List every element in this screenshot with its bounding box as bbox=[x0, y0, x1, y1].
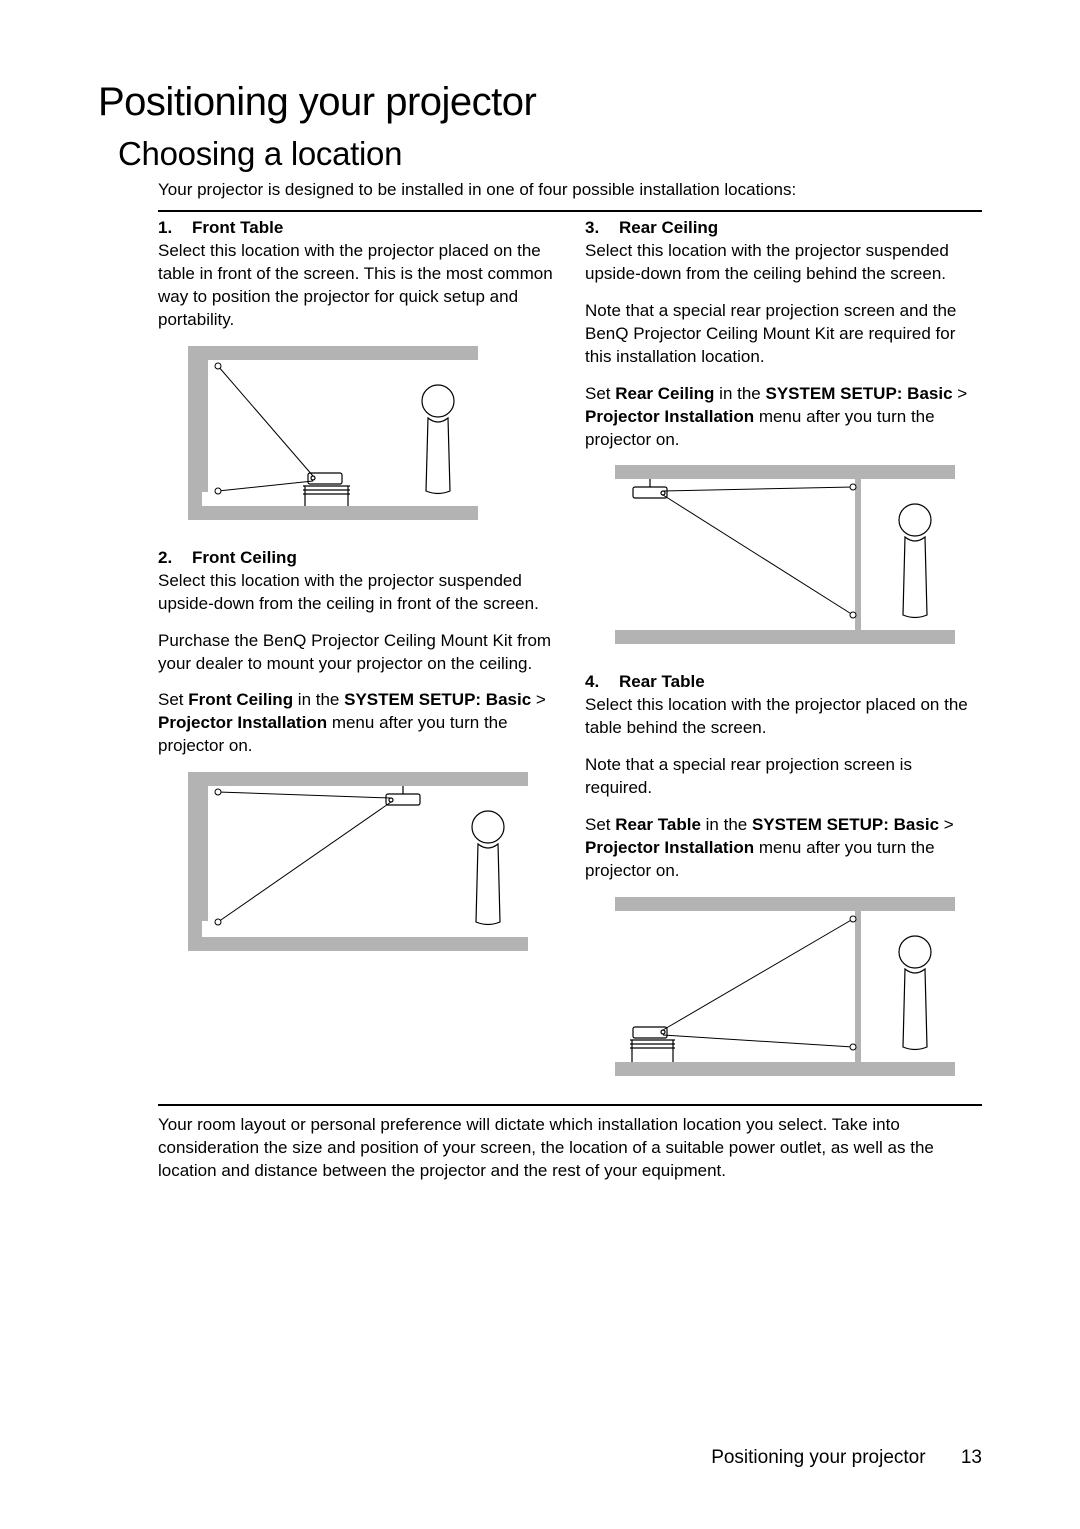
s4-title-text: Rear Table bbox=[619, 672, 705, 691]
s2-p3e: > bbox=[531, 690, 546, 709]
s3-p3f: Projector Installation bbox=[585, 407, 754, 426]
s2-diagram bbox=[188, 772, 555, 957]
column-right: 3.Rear Ceiling Select this location with… bbox=[585, 218, 982, 1104]
s2-p3c: in the bbox=[293, 690, 344, 709]
s4-p2: Note that a special rear projection scre… bbox=[585, 754, 982, 800]
s3-p3d: SYSTEM SETUP: Basic bbox=[766, 384, 953, 403]
s4-diagram bbox=[615, 897, 982, 1082]
s3-p3a: Set bbox=[585, 384, 615, 403]
s3-num: 3. bbox=[585, 218, 619, 238]
s1-num: 1. bbox=[158, 218, 192, 238]
s2-title-text: Front Ceiling bbox=[192, 548, 297, 567]
s1-title: 1.Front Table bbox=[158, 218, 555, 238]
s1-diagram bbox=[188, 346, 555, 526]
s4-p3e: > bbox=[939, 815, 954, 834]
columns: 1.Front Table Select this location with … bbox=[158, 218, 982, 1104]
s4-p3: Set Rear Table in the SYSTEM SETUP: Basi… bbox=[585, 814, 982, 883]
divider-top bbox=[158, 210, 982, 212]
s3-p3b: Rear Ceiling bbox=[615, 384, 714, 403]
s3-title: 3.Rear Ceiling bbox=[585, 218, 982, 238]
s3-p3c: in the bbox=[714, 384, 765, 403]
footer-text: Positioning your projector bbox=[711, 1447, 925, 1468]
s3-p3: Set Rear Ceiling in the SYSTEM SETUP: Ba… bbox=[585, 383, 982, 452]
page-title: Positioning your projector bbox=[98, 80, 982, 125]
column-left: 1.Front Table Select this location with … bbox=[158, 218, 555, 1104]
footer: Positioning your projector 13 bbox=[711, 1447, 982, 1469]
s4-p3f: Projector Installation bbox=[585, 838, 754, 857]
s3-diagram bbox=[615, 465, 982, 650]
page: Positioning your projector Choosing a lo… bbox=[0, 0, 1080, 1529]
s2-p3a: Set bbox=[158, 690, 188, 709]
s2-p1: Select this location with the projector … bbox=[158, 570, 555, 616]
s4-num: 4. bbox=[585, 672, 619, 692]
section-heading: Choosing a location bbox=[118, 135, 982, 173]
s2-p3f: Projector Installation bbox=[158, 713, 327, 732]
s3-p1: Select this location with the projector … bbox=[585, 240, 982, 286]
s2-num: 2. bbox=[158, 548, 192, 568]
s2-p3: Set Front Ceiling in the SYSTEM SETUP: B… bbox=[158, 689, 555, 758]
closing-text: Your room layout or personal preference … bbox=[158, 1114, 982, 1183]
s4-title: 4.Rear Table bbox=[585, 672, 982, 692]
s2-title: 2.Front Ceiling bbox=[158, 548, 555, 568]
s2-p3d: SYSTEM SETUP: Basic bbox=[344, 690, 531, 709]
s1-title-text: Front Table bbox=[192, 218, 283, 237]
s4-p3d: SYSTEM SETUP: Basic bbox=[752, 815, 939, 834]
divider-bottom bbox=[158, 1104, 982, 1106]
s4-p1: Select this location with the projector … bbox=[585, 694, 982, 740]
s3-title-text: Rear Ceiling bbox=[619, 218, 718, 237]
intro-text: Your projector is designed to be install… bbox=[158, 179, 982, 202]
page-number: 13 bbox=[961, 1447, 982, 1468]
s2-p3b: Front Ceiling bbox=[188, 690, 293, 709]
s4-p3a: Set bbox=[585, 815, 615, 834]
s3-p3e: > bbox=[953, 384, 968, 403]
s4-p3c: in the bbox=[701, 815, 752, 834]
s3-p2: Note that a special rear projection scre… bbox=[585, 300, 982, 369]
s4-p3b: Rear Table bbox=[615, 815, 701, 834]
s1-p1: Select this location with the projector … bbox=[158, 240, 555, 332]
s2-p2: Purchase the BenQ Projector Ceiling Moun… bbox=[158, 630, 555, 676]
